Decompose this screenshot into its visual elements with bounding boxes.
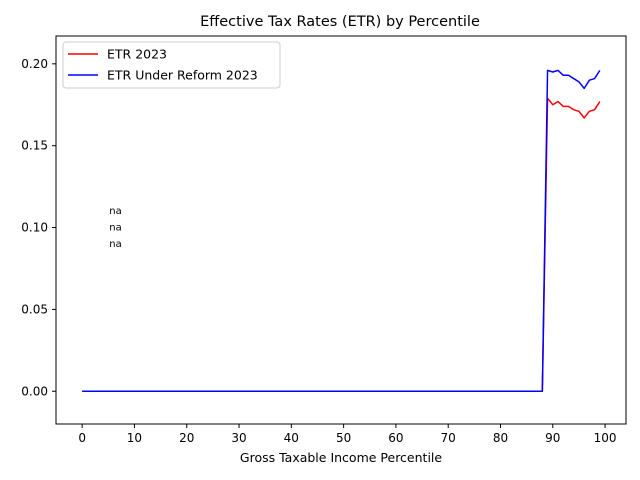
plot-area: na na na [55, 35, 627, 425]
legend-box [62, 41, 281, 89]
x-tick-label: 0 [78, 431, 86, 445]
x-tick-label: 40 [284, 431, 299, 445]
series-line-1 [82, 97, 601, 393]
y-tick-label: 0.10 [21, 221, 48, 235]
y-tick-label: 0.20 [21, 57, 48, 71]
chart-title: Effective Tax Rates (ETR) by Percentile [200, 14, 480, 30]
y-tick-label: 0.05 [21, 302, 48, 316]
x-tick-label: 100 [594, 431, 617, 445]
x-tick-label: 50 [336, 431, 351, 445]
annotation-na: na [109, 206, 121, 217]
x-tick-label: 30 [231, 431, 246, 445]
annotations: na na na [109, 206, 121, 250]
annotation-na: na [109, 239, 121, 250]
legend-label-2: ETR Under Reform 2023 [107, 68, 258, 83]
annotation-na: na [109, 223, 121, 234]
x-tick-label: 80 [493, 431, 508, 445]
series-line-2 [82, 69, 601, 393]
plot-frame [55, 35, 627, 425]
legend: ETR 2023 ETR Under Reform 2023 [62, 41, 281, 89]
x-tick-label: 10 [127, 431, 142, 445]
y-tick-label: 0.00 [21, 384, 48, 398]
series-lines [82, 69, 601, 393]
x-tick-label: 60 [388, 431, 403, 445]
x-axis: 0 10 20 30 40 50 60 70 80 90 100 [78, 424, 617, 445]
y-axis: 0.00 0.05 0.10 0.15 0.20 [21, 57, 56, 398]
x-tick-label: 20 [179, 431, 194, 445]
x-axis-label: Gross Taxable Income Percentile [240, 450, 443, 465]
legend-label-1: ETR 2023 [107, 47, 167, 62]
x-tick-label: 70 [441, 431, 456, 445]
y-tick-label: 0.15 [21, 139, 48, 153]
x-tick-label: 90 [545, 431, 560, 445]
